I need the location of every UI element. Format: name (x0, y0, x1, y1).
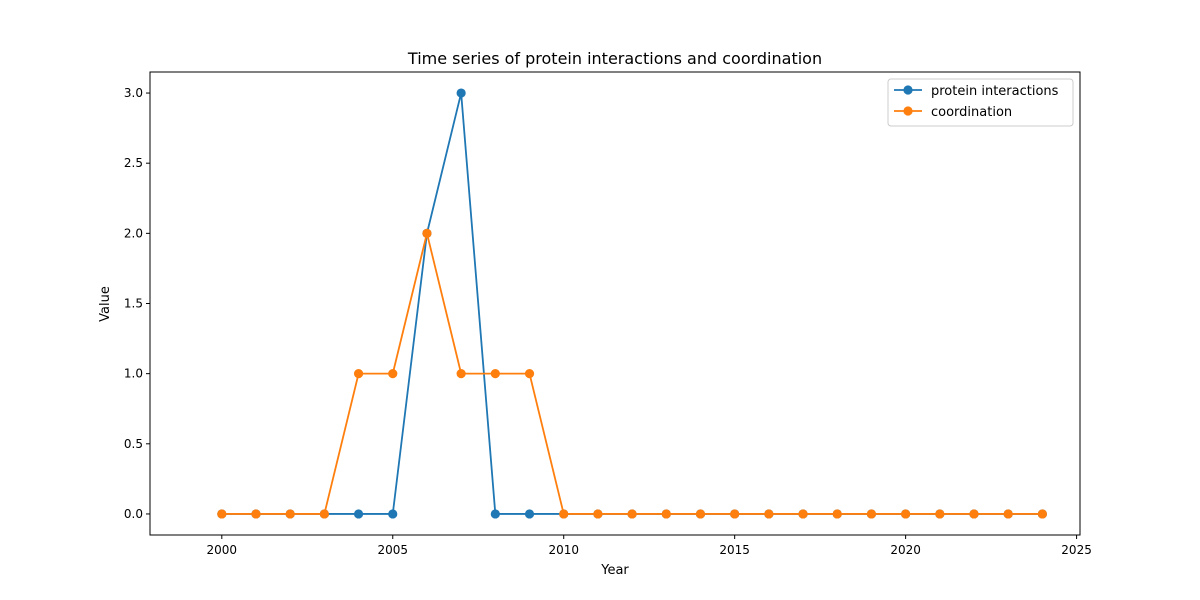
x-tick-label: 2005 (377, 543, 408, 557)
data-point (388, 509, 398, 519)
data-point (695, 509, 706, 519)
data-point (593, 509, 603, 519)
legend-label: coordination (931, 105, 1012, 120)
data-point (661, 509, 671, 519)
data-point (217, 509, 227, 519)
legend-marker (903, 85, 913, 95)
data-point (490, 369, 500, 379)
data-point (490, 509, 500, 519)
data-point (422, 228, 432, 238)
data-point (627, 509, 637, 519)
y-tick-label: 3.0 (124, 86, 143, 100)
y-tick-label: 1.0 (124, 367, 143, 381)
plot-area (149, 71, 1081, 536)
data-point (353, 369, 364, 379)
x-axis-label: Year (600, 563, 629, 578)
data-point (524, 509, 535, 519)
series-line (221, 92, 1043, 515)
data-point (559, 509, 569, 519)
data-point (832, 509, 842, 519)
data-point (969, 509, 979, 519)
legend: protein interactions coordination (887, 78, 1074, 127)
plot-frame (149, 71, 1081, 536)
data-point (1003, 509, 1013, 519)
series-0 (217, 88, 1047, 519)
data-point (456, 369, 466, 379)
legend-item: protein interactions (894, 84, 1059, 99)
x-axis: 2000 2005 2010 2015 2020 2025 (207, 535, 1092, 557)
y-tick-label: 0.0 (124, 507, 143, 521)
data-point (798, 509, 808, 519)
x-tick-label: 2015 (719, 543, 750, 557)
legend-box (887, 78, 1074, 127)
x-tick-label: 2010 (548, 543, 579, 557)
data-point (251, 509, 261, 519)
y-axis: 0.0 0.5 1.0 1.5 2.0 2.5 3.0 (124, 86, 150, 521)
data-point (388, 369, 398, 379)
y-tick-label: 2.5 (124, 156, 143, 170)
legend-label: protein interactions (931, 84, 1059, 99)
data-point (1037, 509, 1047, 519)
legend-marker (903, 106, 913, 116)
data-point (456, 88, 466, 98)
data-point (730, 509, 740, 519)
data-point (901, 509, 911, 519)
x-tick-label: 2020 (890, 543, 921, 557)
x-tick-label: 2000 (207, 543, 238, 557)
series-1 (217, 228, 1047, 519)
data-point (935, 509, 945, 519)
data-point (319, 509, 329, 519)
y-tick-label: 2.0 (124, 226, 143, 240)
x-tick-label: 2025 (1061, 543, 1092, 557)
data-point (764, 509, 774, 519)
y-axis-label: Value (98, 286, 113, 322)
data-point (285, 509, 295, 519)
chart-title: Time series of protein interactions and … (407, 49, 822, 68)
legend-item: coordination (894, 105, 1012, 120)
series-line (221, 232, 1043, 515)
data-point (866, 509, 877, 519)
y-tick-label: 1.5 (124, 297, 143, 311)
data-point (524, 369, 535, 379)
data-point (353, 509, 364, 519)
y-tick-label: 0.5 (124, 437, 143, 451)
